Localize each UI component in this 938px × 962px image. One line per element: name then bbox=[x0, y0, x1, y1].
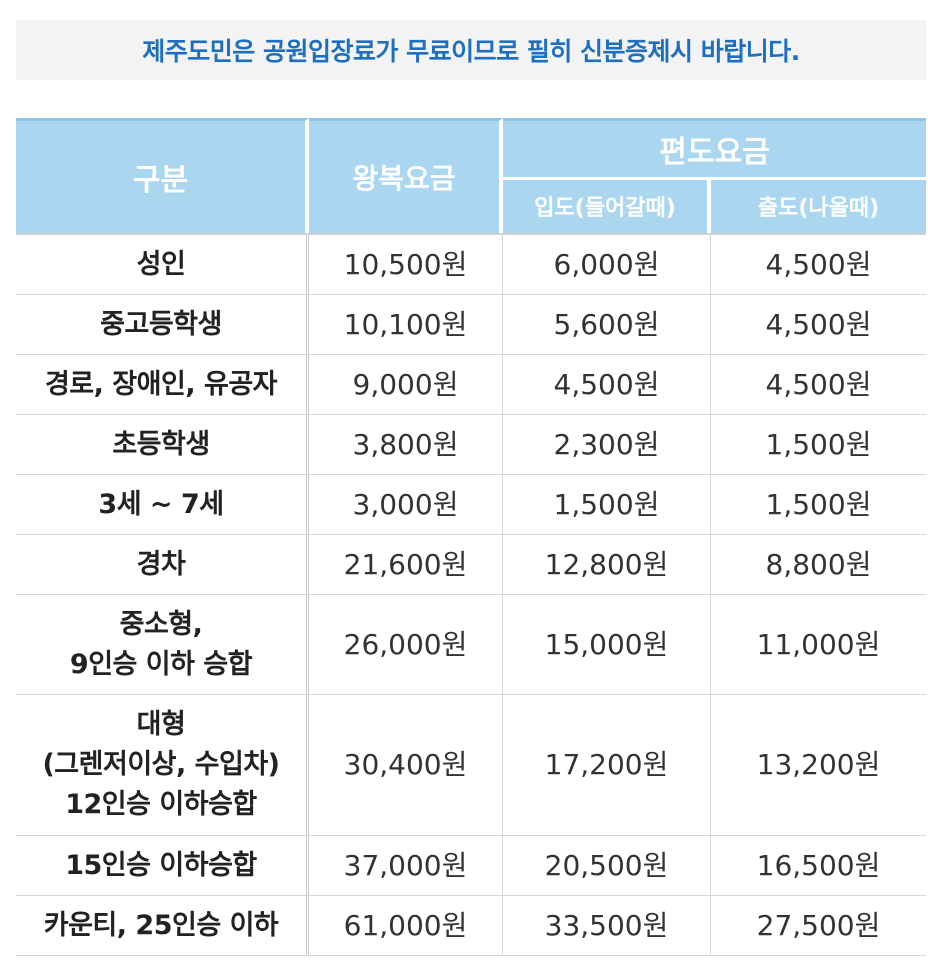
roundtrip-fare: 37,000원 bbox=[309, 836, 503, 896]
inbound-fare: 4,500원 bbox=[503, 355, 711, 415]
inbound-fare: 20,500원 bbox=[503, 836, 711, 896]
roundtrip-fare: 3,800원 bbox=[309, 415, 503, 475]
category-label: 초등학생 bbox=[112, 428, 210, 460]
roundtrip-fare: 10,100원 bbox=[309, 295, 503, 355]
category-label: 대형 bbox=[136, 709, 186, 740]
table-row: 중고등학생 10,100원 5,600원 4,500원 bbox=[16, 295, 926, 355]
category-label: 경차 bbox=[136, 548, 186, 580]
inbound-fare: 33,500원 bbox=[503, 896, 711, 956]
outbound-fare: 11,000원 bbox=[711, 595, 926, 695]
roundtrip-fare: 26,000원 bbox=[309, 595, 503, 695]
category-cell: 초등학생 bbox=[16, 415, 309, 475]
header-outbound: 출도(나올때) bbox=[711, 179, 926, 233]
category-cell: 15인승 이하승합 bbox=[16, 836, 309, 896]
table-row: 3세 ~ 7세 3,000원 1,500원 1,500원 bbox=[16, 475, 926, 535]
roundtrip-fare: 3,000원 bbox=[309, 475, 503, 535]
roundtrip-fare: 10,500원 bbox=[309, 233, 503, 295]
category-label: 성인 bbox=[136, 248, 186, 280]
outbound-fare: 16,500원 bbox=[711, 836, 926, 896]
category-label: (그렌저이상, 수입차) bbox=[42, 749, 280, 780]
roundtrip-fare: 21,600원 bbox=[309, 535, 503, 595]
category-cell: 대형 (그렌저이상, 수입차) 12인승 이하승합 bbox=[16, 695, 309, 836]
category-cell: 성인 bbox=[16, 233, 309, 295]
table-row: 초등학생 3,800원 2,300원 1,500원 bbox=[16, 415, 926, 475]
outbound-fare: 1,500원 bbox=[711, 475, 926, 535]
roundtrip-fare: 9,000원 bbox=[309, 355, 503, 415]
outbound-fare: 27,500원 bbox=[711, 896, 926, 956]
category-cell: 중고등학생 bbox=[16, 295, 309, 355]
category-label: 15인승 이하승합 bbox=[65, 849, 257, 881]
outbound-fare: 4,500원 bbox=[711, 295, 926, 355]
category-label: 중소형, bbox=[119, 608, 203, 640]
table-row: 경차 21,600원 12,800원 8,800원 bbox=[16, 535, 926, 595]
category-cell: 카운티, 25인승 이하 bbox=[16, 896, 309, 956]
roundtrip-fare: 61,000원 bbox=[309, 896, 503, 956]
category-cell: 3세 ~ 7세 bbox=[16, 475, 309, 535]
category-cell: 중소형, 9인승 이하 승합 bbox=[16, 595, 309, 695]
outbound-fare: 1,500원 bbox=[711, 415, 926, 475]
table-row: 성인 10,500원 6,000원 4,500원 bbox=[16, 233, 926, 295]
header-category: 구분 bbox=[16, 118, 309, 233]
inbound-fare: 5,600원 bbox=[503, 295, 711, 355]
table-row: 경로, 장애인, 유공자 9,000원 4,500원 4,500원 bbox=[16, 355, 926, 415]
outbound-fare: 4,500원 bbox=[711, 355, 926, 415]
table-row: 카운티, 25인승 이하 61,000원 33,500원 27,500원 bbox=[16, 896, 926, 956]
header-roundtrip: 왕복요금 bbox=[309, 118, 503, 233]
outbound-fare: 4,500원 bbox=[711, 233, 926, 295]
outbound-fare: 13,200원 bbox=[711, 695, 926, 836]
category-label: 9인승 이하 승합 bbox=[69, 648, 253, 680]
inbound-fare: 1,500원 bbox=[503, 475, 711, 535]
category-cell: 경차 bbox=[16, 535, 309, 595]
header-inbound: 입도(들어갈때) bbox=[503, 179, 711, 233]
resident-notice: 제주도민은 공원입장료가 무료이므로 필히 신분증제시 바랍니다. bbox=[16, 20, 926, 80]
category-label: 중고등학생 bbox=[100, 308, 222, 340]
table-row: 15인승 이하승합 37,000원 20,500원 16,500원 bbox=[16, 836, 926, 896]
category-label: 3세 ~ 7세 bbox=[98, 488, 224, 520]
table-row: 중소형, 9인승 이하 승합 26,000원 15,000원 11,000원 bbox=[16, 595, 926, 695]
fare-table-header: 구분 왕복요금 편도요금 입도(들어갈때) 출도(나올때) bbox=[16, 118, 926, 233]
category-label: 카운티, 25인승 이하 bbox=[43, 909, 279, 941]
category-label: 12인승 이하승합 bbox=[65, 789, 257, 820]
category-label: 경로, 장애인, 유공자 bbox=[44, 368, 278, 400]
inbound-fare: 17,200원 bbox=[503, 695, 711, 836]
outbound-fare: 8,800원 bbox=[711, 535, 926, 595]
inbound-fare: 6,000원 bbox=[503, 233, 711, 295]
fare-table: 구분 왕복요금 편도요금 입도(들어갈때) 출도(나올때) 성인 10,500원… bbox=[16, 118, 926, 956]
roundtrip-fare: 30,400원 bbox=[309, 695, 503, 836]
table-row: 대형 (그렌저이상, 수입차) 12인승 이하승합 30,400원 17,200… bbox=[16, 695, 926, 836]
category-cell: 경로, 장애인, 유공자 bbox=[16, 355, 309, 415]
header-oneway: 편도요금 bbox=[503, 118, 926, 180]
inbound-fare: 2,300원 bbox=[503, 415, 711, 475]
inbound-fare: 15,000원 bbox=[503, 595, 711, 695]
inbound-fare: 12,800원 bbox=[503, 535, 711, 595]
